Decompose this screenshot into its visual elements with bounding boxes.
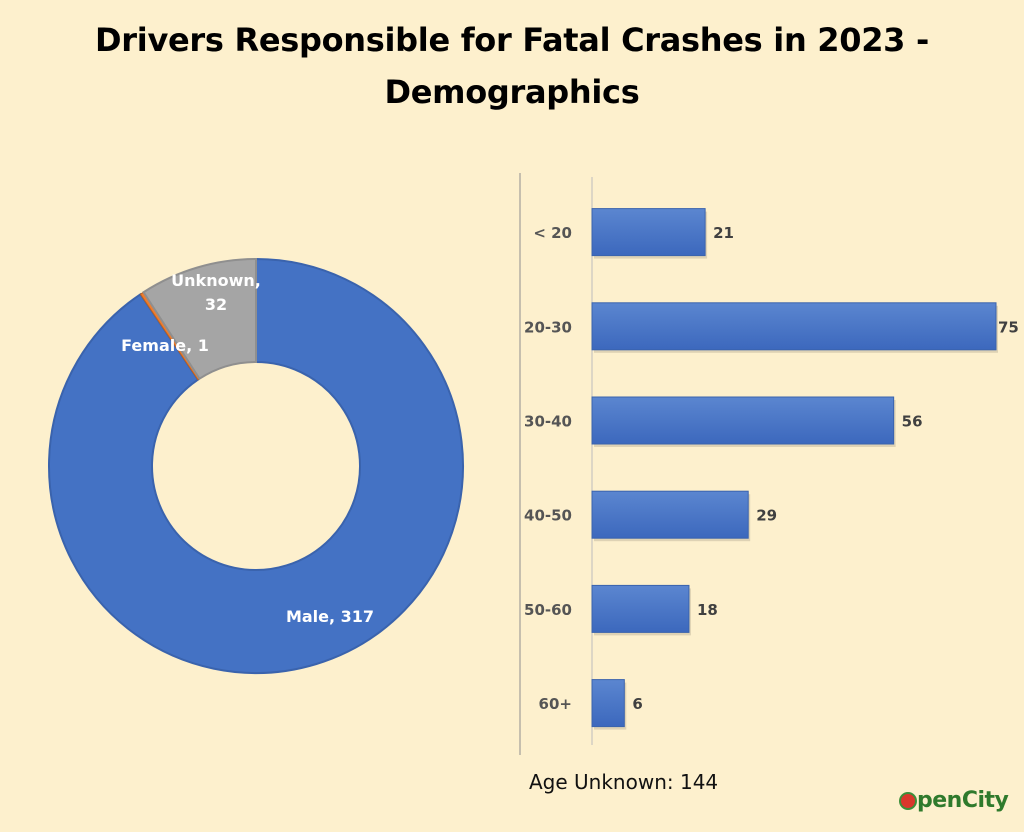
donut-label-male: Male, 317 xyxy=(286,607,374,626)
age-unknown-note: Age Unknown: 144 xyxy=(529,770,719,794)
bar-value-label: 56 xyxy=(902,413,923,431)
bar-value-label: 21 xyxy=(713,224,734,242)
donut-slice-unknown xyxy=(142,257,257,381)
chart-title-line-2: Demographics xyxy=(384,73,640,111)
bar-2 xyxy=(591,302,997,351)
bar-value-label: 75 xyxy=(998,318,1019,336)
y-tick-label: 30-40 xyxy=(524,413,572,431)
age-bar-chart: < 20 21 20-30 75 30-40 56 40-50 29 50-60 18 60+ 6 xyxy=(519,173,1019,755)
bar-4 xyxy=(591,490,749,539)
logo-wordmark: penCity xyxy=(917,788,1009,813)
donut-slice-male xyxy=(48,257,464,674)
y-tick-label: 50-60 xyxy=(524,601,572,619)
donut-label-female: Female, 1 xyxy=(121,336,209,355)
bar-value-label: 18 xyxy=(697,601,718,619)
bar-value-label: 6 xyxy=(632,695,642,713)
bar-5 xyxy=(591,584,690,633)
chart-title: Drivers Responsible for Fatal Crashes in… xyxy=(0,14,1024,118)
y-tick-label: 60+ xyxy=(539,695,572,713)
bar-1 xyxy=(591,208,706,257)
y-tick-label: 40-50 xyxy=(524,507,572,525)
bar-value-label: 29 xyxy=(756,507,777,525)
y-tick-label: < 20 xyxy=(533,224,572,242)
opencity-logo: penCity xyxy=(895,784,1013,822)
y-tick-label: 20-30 xyxy=(524,318,572,336)
chart-title-line-1: Drivers Responsible for Fatal Crashes in… xyxy=(95,21,929,59)
bar-3 xyxy=(591,396,895,445)
bar-6 xyxy=(591,679,625,728)
logo-mark-icon xyxy=(899,792,917,810)
donut-label-unknown: Unknown, 32 xyxy=(171,271,261,314)
gender-donut-chart: Male, 317 Female, 1 Unknown, 32 xyxy=(48,257,464,674)
